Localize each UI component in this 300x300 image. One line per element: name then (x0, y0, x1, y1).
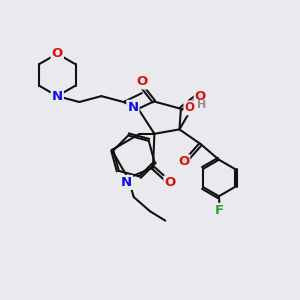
Text: O: O (52, 47, 63, 60)
Text: O: O (164, 176, 175, 190)
Text: N: N (121, 176, 132, 189)
Text: O: O (136, 76, 148, 88)
Text: N: N (128, 101, 139, 114)
Text: O: O (195, 90, 206, 103)
Text: O: O (184, 101, 194, 114)
Text: H: H (196, 100, 206, 110)
Text: O: O (178, 155, 189, 168)
Text: N: N (52, 90, 63, 103)
Text: F: F (215, 204, 224, 217)
